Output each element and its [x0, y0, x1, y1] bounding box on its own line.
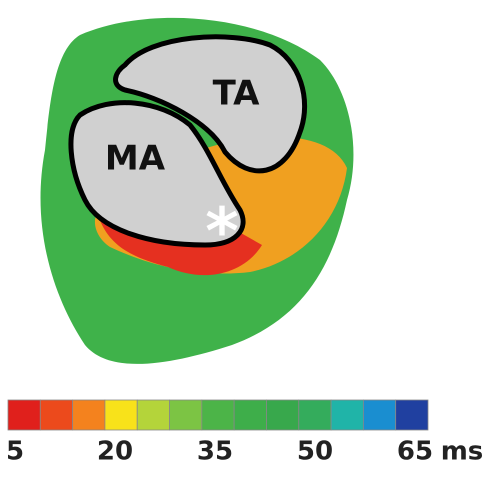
color-swatch: [72, 399, 106, 431]
color-swatch: [395, 399, 429, 431]
color-swatch: [330, 399, 364, 431]
tricuspid-annulus: [113, 34, 308, 174]
color-swatch: [266, 399, 300, 431]
color-swatch: [233, 399, 267, 431]
unit-label: ms: [441, 437, 484, 467]
tick-label: 65: [397, 437, 433, 467]
color-swatch: [201, 399, 235, 431]
site-marker: *: [205, 196, 238, 270]
ma-label: MA: [105, 139, 166, 179]
tick-label: 20: [97, 437, 133, 467]
color-swatch: [104, 399, 138, 431]
tick-label: 50: [297, 437, 333, 467]
color-swatch: [136, 399, 170, 431]
mitral-annulus: [68, 100, 246, 248]
color-swatch: [169, 399, 203, 431]
color-swatch: [39, 399, 74, 431]
color-swatch: [362, 399, 397, 431]
colorbar: 5 20 35 50 65 ms: [6, 399, 484, 467]
color-swatch: [7, 399, 41, 431]
color-swatch: [298, 399, 332, 431]
tick-label: 5: [6, 437, 24, 467]
tick-label: 35: [197, 437, 233, 467]
ta-label: TA: [213, 74, 261, 114]
